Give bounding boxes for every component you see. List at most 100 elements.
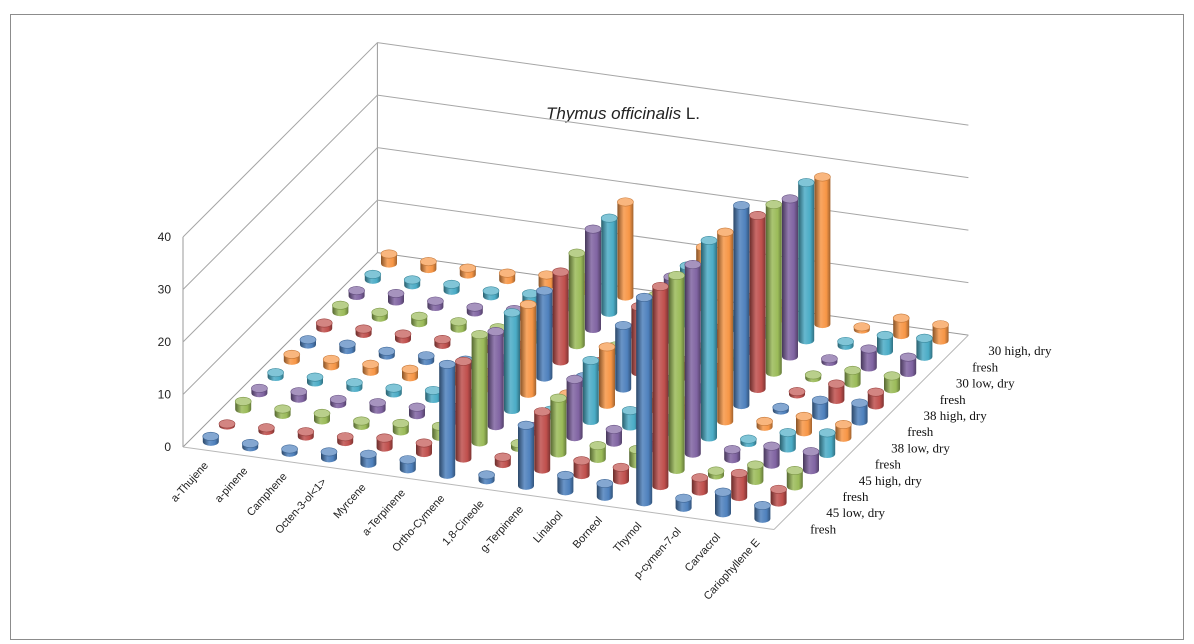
bar-top bbox=[403, 275, 421, 285]
bar-top bbox=[763, 441, 780, 451]
bar-top bbox=[707, 466, 725, 476]
bar-top bbox=[804, 370, 822, 380]
bar-body bbox=[589, 445, 606, 463]
bar-top bbox=[589, 441, 607, 451]
bar bbox=[740, 434, 757, 448]
bar bbox=[408, 402, 426, 420]
series-label: 30 high, dry bbox=[988, 343, 1052, 358]
series-label: fresh bbox=[843, 489, 869, 504]
bar-body bbox=[573, 460, 590, 480]
bar-body bbox=[796, 416, 812, 437]
bar-top bbox=[410, 311, 428, 321]
bar bbox=[821, 354, 838, 367]
bar bbox=[241, 438, 259, 452]
bar-body bbox=[534, 411, 551, 474]
bar-top bbox=[360, 449, 377, 459]
bar bbox=[498, 268, 516, 285]
gridline bbox=[182, 42, 969, 238]
category-label: Camphene bbox=[245, 471, 290, 519]
bar-top bbox=[740, 434, 757, 444]
bar bbox=[329, 394, 347, 409]
bar-body bbox=[701, 240, 717, 442]
bar-top bbox=[835, 420, 852, 430]
bar bbox=[399, 455, 417, 474]
bar-top bbox=[916, 333, 933, 343]
bar-top bbox=[600, 213, 618, 223]
bar-top bbox=[364, 269, 382, 279]
bar bbox=[387, 288, 405, 306]
bar-body bbox=[803, 451, 819, 475]
bar-top bbox=[434, 334, 451, 344]
bar-top bbox=[716, 227, 734, 237]
bar bbox=[714, 487, 732, 518]
bar-body bbox=[747, 465, 764, 485]
bar-body bbox=[877, 335, 893, 356]
bar bbox=[320, 447, 338, 463]
bar bbox=[362, 359, 379, 376]
bar-body bbox=[814, 176, 831, 329]
bar-top bbox=[251, 383, 268, 393]
bar-top bbox=[814, 172, 831, 182]
bar-body bbox=[601, 218, 618, 317]
bar bbox=[378, 346, 396, 360]
bar-body bbox=[782, 198, 798, 361]
bar bbox=[494, 452, 512, 469]
bar-top bbox=[362, 359, 379, 369]
series-label: fresh bbox=[940, 392, 966, 407]
category-label: a-Thujene bbox=[169, 460, 211, 505]
bar bbox=[424, 385, 442, 404]
bar-top bbox=[498, 268, 516, 278]
bar-top bbox=[756, 416, 773, 426]
bar-top bbox=[723, 445, 741, 455]
bar-top bbox=[883, 371, 901, 381]
bar bbox=[589, 441, 607, 463]
series-label: fresh bbox=[972, 359, 998, 374]
bar-top bbox=[818, 428, 836, 438]
series-label: 30 low, dry bbox=[956, 376, 1015, 391]
bars-layer bbox=[202, 172, 949, 523]
series-label: 45 low, dry bbox=[826, 505, 885, 520]
bar bbox=[675, 493, 692, 512]
chart-svg: Thymus officinalis L. 0 10 20 30 40 a-Thujene… bbox=[158, 42, 1052, 602]
bar-body bbox=[566, 379, 583, 442]
bar-body bbox=[900, 357, 917, 378]
bar bbox=[772, 402, 790, 415]
bar bbox=[566, 374, 583, 442]
bar-top bbox=[332, 300, 349, 310]
bar-top bbox=[258, 423, 275, 433]
category-label: p-cymen-7-ol bbox=[632, 526, 684, 582]
chart-title-suffix: L. bbox=[681, 104, 700, 123]
bar-top bbox=[536, 286, 553, 296]
bar-top bbox=[281, 444, 298, 454]
bar-body bbox=[770, 489, 787, 507]
axes-layer bbox=[182, 42, 969, 530]
bar bbox=[747, 460, 764, 485]
bar bbox=[786, 465, 804, 491]
bar-top bbox=[797, 178, 815, 188]
bar bbox=[434, 334, 451, 349]
bar-body bbox=[568, 253, 585, 350]
bar-body bbox=[504, 312, 520, 415]
bar-top bbox=[471, 330, 488, 340]
bar-top bbox=[730, 468, 748, 478]
bar-body bbox=[828, 384, 845, 404]
bar bbox=[403, 275, 421, 290]
series-label: 38 low, dry bbox=[891, 440, 950, 455]
bar bbox=[605, 424, 623, 447]
bar-top bbox=[691, 473, 709, 483]
bar bbox=[707, 466, 725, 480]
bar bbox=[691, 473, 709, 496]
bar-top bbox=[494, 452, 512, 462]
bar-top bbox=[533, 407, 551, 417]
bar bbox=[828, 379, 845, 404]
bar bbox=[353, 416, 370, 430]
bar bbox=[795, 411, 813, 437]
category-label: g-Terpinene bbox=[478, 504, 526, 555]
bar bbox=[348, 286, 365, 301]
bar-top bbox=[297, 427, 315, 437]
bar-top bbox=[522, 289, 539, 299]
bar bbox=[297, 427, 315, 441]
series-label: fresh bbox=[907, 424, 933, 439]
bar bbox=[478, 470, 495, 485]
bar-top bbox=[315, 318, 333, 328]
